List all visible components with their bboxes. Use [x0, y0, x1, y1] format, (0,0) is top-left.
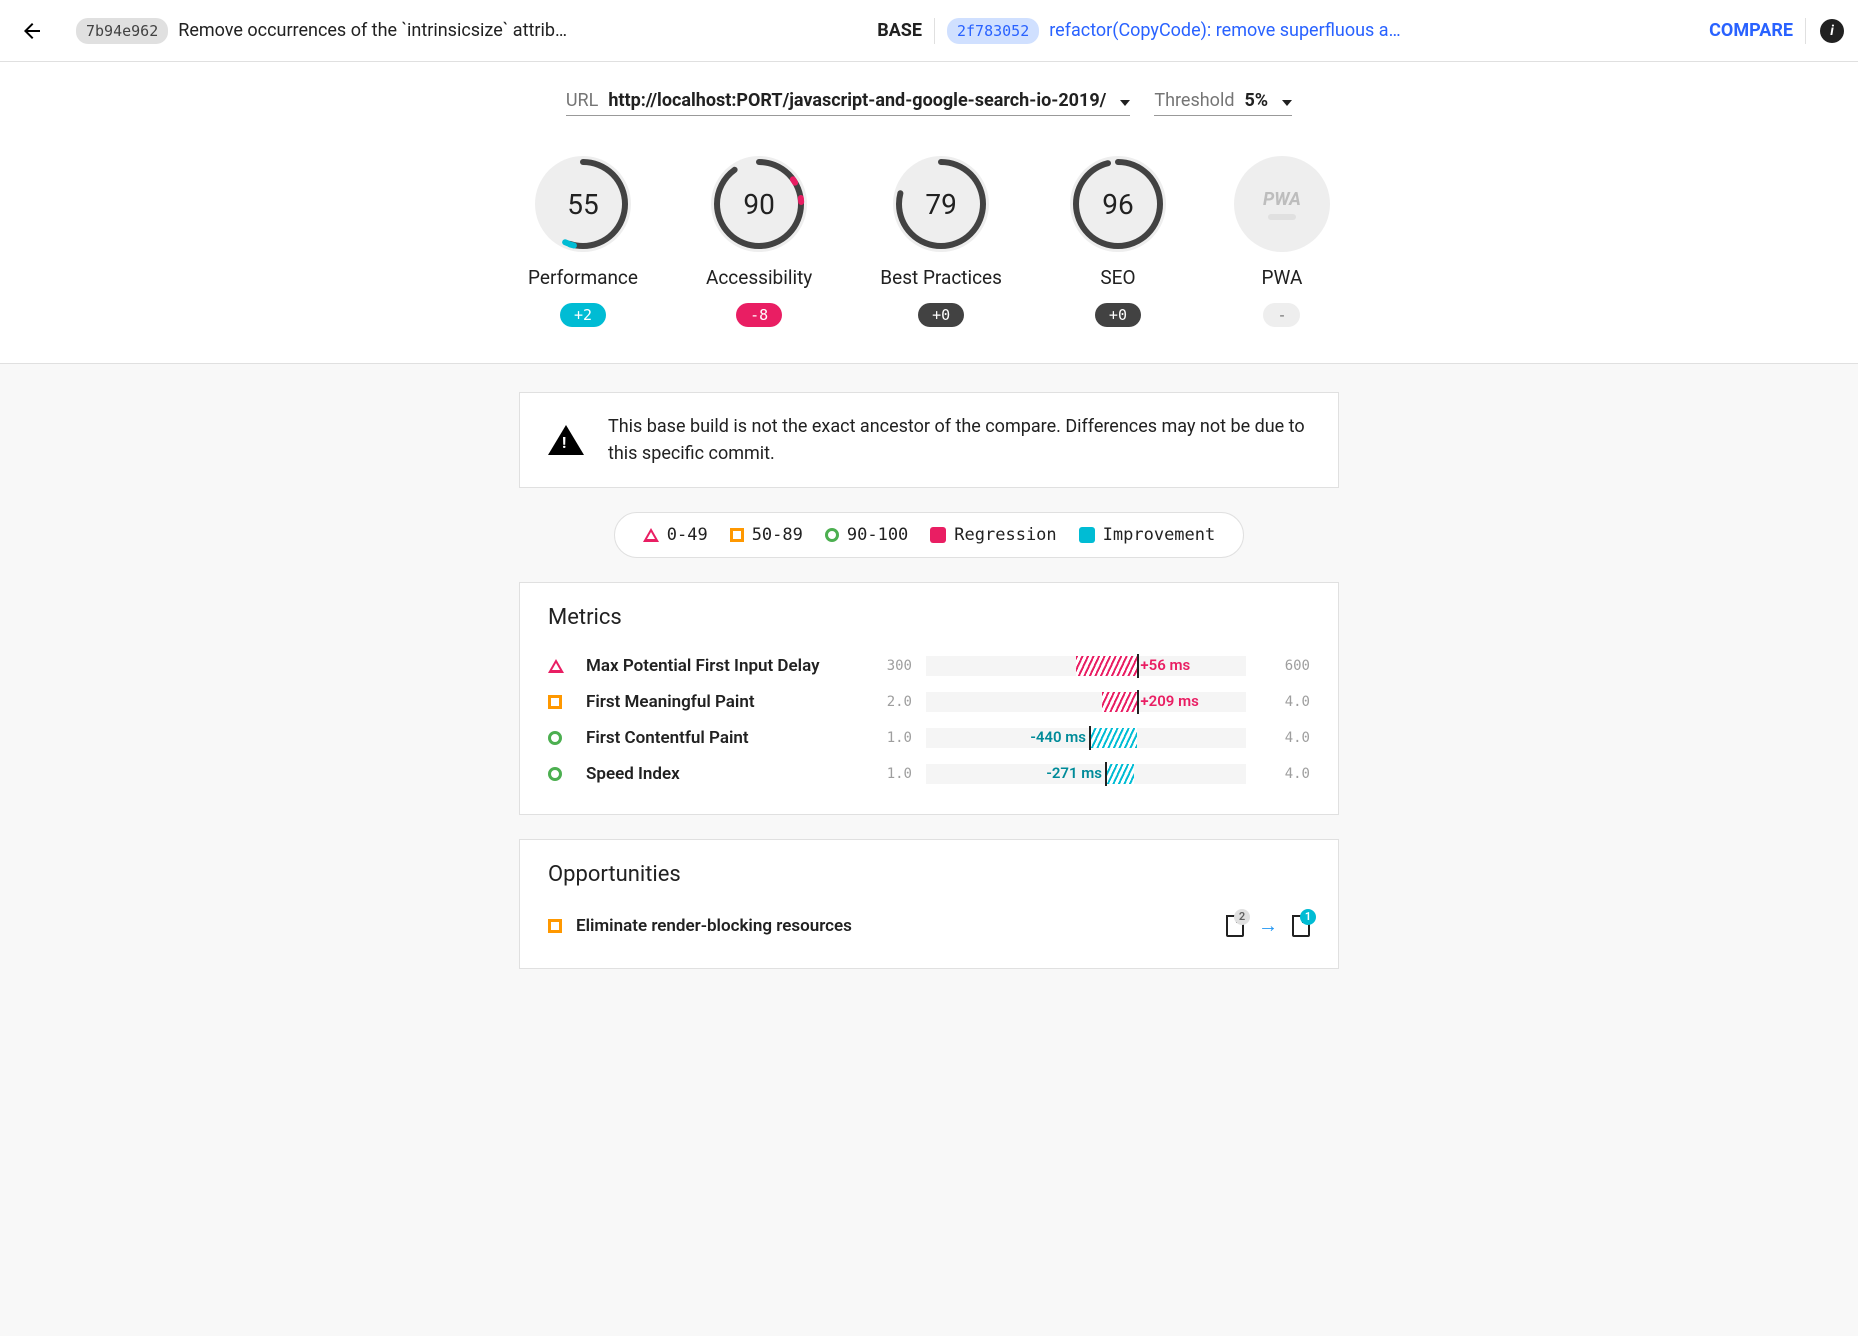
metric-bar: +56 ms [926, 656, 1246, 676]
metric-name: First Contentful Paint [586, 728, 848, 748]
metric-bar: -271 ms [926, 764, 1246, 784]
gauge-label: Best Practices [880, 266, 1002, 289]
gauge-score: 96 [1070, 156, 1166, 252]
arrow-right-icon: → [1258, 913, 1278, 938]
legend-90-100: 90-100 [825, 525, 908, 545]
pwa-icon: PWA [1234, 156, 1330, 252]
gauge-delta: - [1263, 303, 1300, 327]
opportunity-name: Eliminate render-blocking resources [576, 916, 1212, 936]
arrow-left-icon [20, 19, 44, 43]
gauge-label: Performance [528, 266, 638, 289]
square-icon [730, 528, 744, 542]
gauge-seo[interactable]: 96 SEO +0 [1070, 156, 1166, 327]
gauge-label: Accessibility [706, 266, 812, 289]
gauge-accessibility[interactable]: 90 Accessibility -8 [706, 156, 812, 327]
metric-row[interactable]: Max Potential First Input Delay 300 +56 … [548, 648, 1310, 684]
circle-icon [548, 767, 562, 781]
metric-row[interactable]: First Contentful Paint 1.0 -440 ms 4.0 [548, 720, 1310, 756]
metric-delta: +56 ms [1140, 656, 1190, 674]
gauge-label: PWA [1262, 266, 1303, 289]
gauge-delta: +0 [1095, 303, 1141, 327]
gauge-score: 90 [711, 156, 807, 252]
metric-min: 300 [862, 658, 912, 674]
gauge-delta: -8 [736, 303, 782, 327]
gauge-label: SEO [1100, 266, 1135, 289]
info-icon: i [1820, 19, 1844, 43]
threshold-selector[interactable]: Threshold 5% [1154, 90, 1292, 116]
base-commit-cell[interactable]: 7b94e962 Remove occurrences of the `intr… [64, 18, 935, 44]
metric-max: 600 [1260, 658, 1310, 674]
legend: 0-49 50-89 90-100 Regression Improvement [614, 512, 1245, 558]
base-commit-message: Remove occurrences of the `intrinsicsize… [178, 20, 867, 41]
url-value: http://localhost:PORT/javascript-and-goo… [608, 90, 1106, 111]
legend-wrap: 0-49 50-89 90-100 Regression Improvement [519, 512, 1339, 558]
square-icon [548, 919, 562, 933]
gauge-score: 79 [893, 156, 989, 252]
triangle-icon [548, 659, 564, 673]
metric-row[interactable]: First Meaningful Paint 2.0 +209 ms 4.0 [548, 684, 1310, 720]
base-label: BASE [877, 20, 922, 41]
opportunity-icons: 2 → 1 [1226, 913, 1310, 938]
gauge-best-practices[interactable]: 79 Best Practices +0 [880, 156, 1002, 327]
url-label: URL [566, 90, 598, 111]
metric-max: 4.0 [1260, 694, 1310, 710]
metric-delta: +209 ms [1140, 692, 1198, 710]
gauge-score: 55 [535, 156, 631, 252]
legend-regression: Regression [930, 525, 1056, 545]
compare-label: COMPARE [1709, 20, 1793, 41]
metric-max: 4.0 [1260, 730, 1310, 746]
circle-icon [825, 528, 839, 542]
threshold-label: Threshold [1154, 90, 1234, 111]
metric-name: Speed Index [586, 764, 848, 784]
metric-name: First Meaningful Paint [586, 692, 848, 712]
score-gauges-row: 55 Performance +2 90 Accessibility -8 79 Be… [0, 136, 1858, 364]
legend-0-49: 0-49 [643, 525, 708, 545]
url-selector[interactable]: URL http://localhost:PORT/javascript-and… [566, 90, 1130, 116]
gauge-delta: +0 [918, 303, 964, 327]
threshold-value: 5% [1244, 90, 1268, 111]
header-bar: 7b94e962 Remove occurrences of the `intr… [0, 0, 1858, 62]
gauge-pwa[interactable]: PWA PWA - [1234, 156, 1330, 327]
regression-swatch [930, 527, 946, 543]
chevron-down-icon [1120, 100, 1130, 106]
compare-commit-message: refactor(CopyCode): remove superfluous a… [1049, 20, 1699, 41]
metrics-panel: Metrics Max Potential First Input Delay … [519, 582, 1339, 815]
compare-commit-cell[interactable]: 2f783052 refactor(CopyCode): remove supe… [935, 18, 1806, 44]
square-icon [548, 695, 562, 709]
warning-icon [548, 425, 584, 455]
metrics-title: Metrics [548, 605, 1310, 630]
metric-max: 4.0 [1260, 766, 1310, 782]
improvement-swatch [1079, 527, 1095, 543]
metric-name: Max Potential First Input Delay [586, 656, 848, 676]
compare-hash-pill: 2f783052 [947, 18, 1039, 44]
opportunities-panel: Opportunities Eliminate render-blocking … [519, 839, 1339, 969]
metric-min: 1.0 [862, 766, 912, 782]
gauge-delta: +2 [560, 303, 606, 327]
metric-min: 2.0 [862, 694, 912, 710]
metric-min: 1.0 [862, 730, 912, 746]
file-icon: 1 [1292, 915, 1310, 937]
gauge-performance[interactable]: 55 Performance +2 [528, 156, 638, 327]
base-hash-pill: 7b94e962 [76, 18, 168, 44]
opportunities-title: Opportunities [548, 862, 1310, 887]
legend-improvement: Improvement [1079, 525, 1216, 545]
url-threshold-row: URL http://localhost:PORT/javascript-and… [0, 62, 1858, 136]
metric-delta: -271 ms [1046, 764, 1102, 782]
triangle-icon [643, 528, 659, 542]
circle-icon [548, 731, 562, 745]
warning-banner: This base build is not the exact ancesto… [519, 392, 1339, 488]
metric-row[interactable]: Speed Index 1.0 -271 ms 4.0 [548, 756, 1310, 792]
chevron-down-icon [1282, 100, 1292, 106]
opportunity-row[interactable]: Eliminate render-blocking resources 2 → … [548, 905, 1310, 946]
back-button[interactable] [0, 19, 64, 43]
info-button[interactable]: i [1806, 19, 1858, 43]
file-icon: 2 [1226, 915, 1244, 937]
legend-50-89: 50-89 [730, 525, 803, 545]
metric-delta: -440 ms [1030, 728, 1086, 746]
metric-bar: +209 ms [926, 692, 1246, 712]
metric-bar: -440 ms [926, 728, 1246, 748]
warning-text: This base build is not the exact ancesto… [608, 413, 1310, 467]
